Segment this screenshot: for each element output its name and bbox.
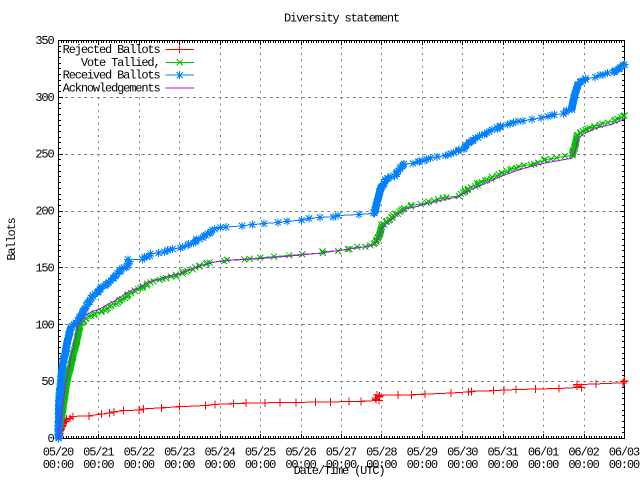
svg-text:05/21: 05/21 [83,446,114,460]
svg-text:00:00: 00:00 [528,458,559,472]
svg-text:Acknowledgements: Acknowledgements [63,81,161,95]
svg-text:00:00: 00:00 [83,458,114,472]
svg-text:00:00: 00:00 [487,458,518,472]
svg-text:00:00: 00:00 [204,458,235,472]
svg-text:05/22: 05/22 [124,446,155,460]
svg-text:100: 100 [35,318,54,332]
svg-text:Received Ballots: Received Ballots [63,69,161,83]
svg-text:05/24: 05/24 [204,446,235,460]
svg-text:00:00: 00:00 [447,458,478,472]
svg-text:0: 0 [47,432,54,446]
svg-text:00:00: 00:00 [609,458,640,472]
svg-text:250: 250 [35,148,54,162]
svg-text:05/28: 05/28 [366,446,397,460]
svg-text:06/02: 06/02 [568,446,599,460]
svg-text:Vote Tallied,: Vote Tallied, [81,56,160,70]
svg-text:00:00: 00:00 [326,458,357,472]
svg-text:00:00: 00:00 [245,458,276,472]
svg-text:00:00: 00:00 [366,458,397,472]
svg-text:05/26: 05/26 [285,446,316,460]
svg-text:00:00: 00:00 [124,458,155,472]
svg-text:Rejected Ballots: Rejected Ballots [63,43,161,57]
svg-text:05/27: 05/27 [326,446,357,460]
svg-text:05/20: 05/20 [43,446,74,460]
svg-text:05/30: 05/30 [447,446,478,460]
svg-text:300: 300 [35,91,54,105]
svg-text:200: 200 [35,205,54,219]
svg-text:06/03: 06/03 [609,446,640,460]
svg-text:00:00: 00:00 [407,458,438,472]
svg-text:Ballots: Ballots [5,217,19,260]
svg-text:50: 50 [41,375,54,389]
svg-text:150: 150 [35,261,54,275]
svg-text:00:00: 00:00 [568,458,599,472]
svg-text:00:00: 00:00 [285,458,316,472]
svg-text:06/01: 06/01 [528,446,559,460]
svg-text:05/25: 05/25 [245,446,276,460]
svg-text:05/31: 05/31 [487,446,518,460]
svg-text:05/23: 05/23 [164,446,195,460]
svg-text:Diversity statement: Diversity statement [284,12,399,26]
svg-text:05/29: 05/29 [407,446,438,460]
svg-text:00:00: 00:00 [164,458,195,472]
svg-text:00:00: 00:00 [43,458,74,472]
svg-text:350: 350 [35,34,54,48]
svg-text:Date/Time (UTC): Date/Time (UTC) [294,464,385,478]
